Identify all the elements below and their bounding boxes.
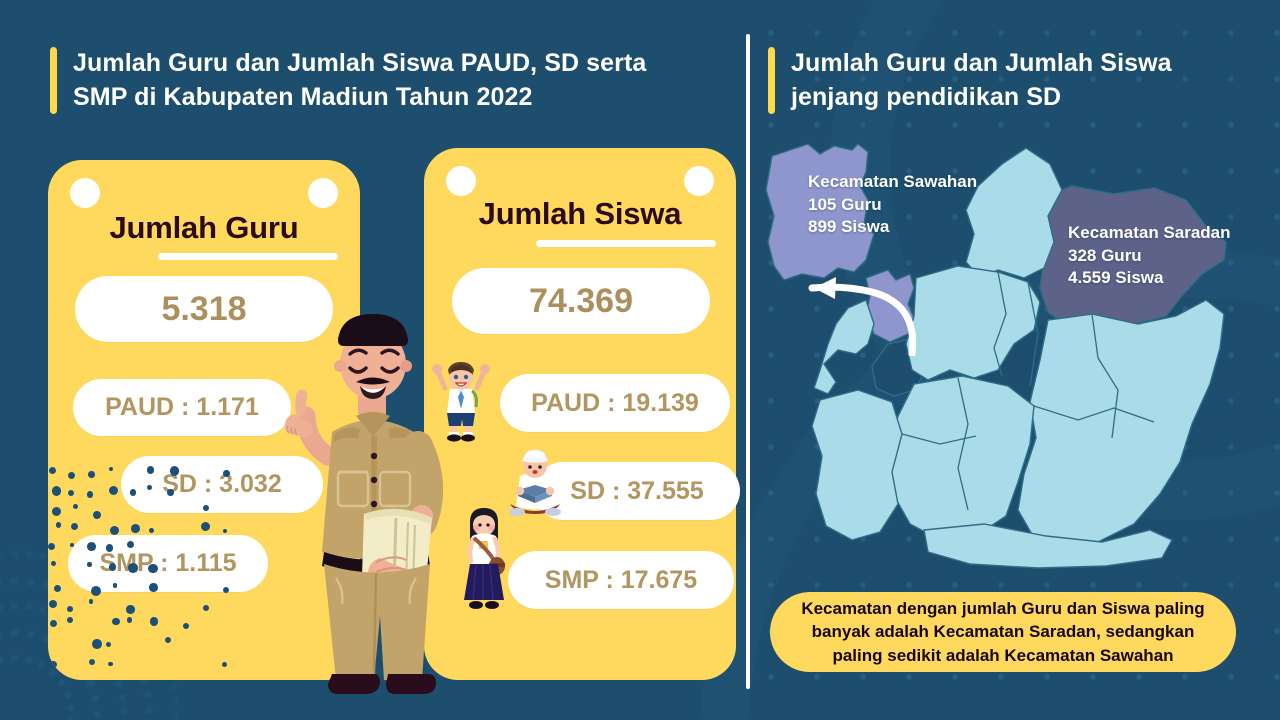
card-punch-hole-right xyxy=(308,178,338,208)
right-title-text: Jumlah Guru dan Jumlah Siswa jenjang pen… xyxy=(791,49,1172,111)
right-panel-title: Jumlah Guru dan Jumlah Siswa jenjang pen… xyxy=(768,47,1238,114)
map-district xyxy=(1033,185,1227,327)
map-district xyxy=(811,389,903,541)
map-label-sawahan: Kecamatan Sawahan 105 Guru 899 Siswa xyxy=(808,172,978,237)
map-district-boundary xyxy=(901,433,977,445)
guru-smp-value: SMP : 1.115 xyxy=(68,535,268,592)
title-accent-bar xyxy=(50,47,57,114)
map-district-boundary xyxy=(1091,313,1119,439)
left-panel-title: Jumlah Guru dan Jumlah Siswa PAUD, SD se… xyxy=(50,47,710,114)
map-district xyxy=(887,375,1035,541)
student-boy-cheering-illustration xyxy=(432,362,490,442)
map-district-boundary xyxy=(1033,405,1155,423)
map-svg xyxy=(765,143,1227,569)
siswa-smp-value: SMP : 17.675 xyxy=(508,551,734,609)
map-district-boundary xyxy=(957,377,969,511)
student-girl-illustration xyxy=(464,508,505,609)
card-title-siswa: Jumlah Siswa xyxy=(478,196,682,231)
arrow-pointer-icon xyxy=(808,277,917,356)
guru-sd-value: SD : 3.032 xyxy=(121,456,323,513)
guru-paud-value: PAUD : 1.171 xyxy=(73,379,291,436)
teacher-illustration xyxy=(284,314,444,694)
card-title-underline xyxy=(158,253,338,260)
madiun-regency-map xyxy=(762,138,1262,570)
map-label-saradan: Kecamatan Saradan 328 Guru 4.559 Siswa xyxy=(1068,223,1231,288)
card-punch-hole-left xyxy=(70,178,100,208)
guru-total-value: 5.318 xyxy=(75,276,333,342)
map-district-boundary xyxy=(1027,281,1039,387)
card-punch-hole-right xyxy=(684,166,714,196)
card-title-guru: Jumlah Guru xyxy=(109,210,299,245)
map-district xyxy=(765,143,875,281)
title-accent-bar xyxy=(768,47,775,114)
card-punch-hole-left xyxy=(446,166,476,196)
map-district xyxy=(1017,299,1225,551)
map-district xyxy=(905,265,1041,381)
siswa-paud-value: PAUD : 19.139 xyxy=(500,374,730,432)
siswa-sd-value: SD : 37.555 xyxy=(534,462,740,520)
siswa-total-value: 74.369 xyxy=(452,268,710,334)
panel-divider xyxy=(746,34,750,689)
left-title-text: Jumlah Guru dan Jumlah Siswa PAUD, SD se… xyxy=(73,49,647,111)
map-district xyxy=(965,147,1063,279)
map-summary-note-text: Kecamatan dengan jumlah Guru dan Siswa p… xyxy=(801,599,1205,665)
map-district xyxy=(813,299,875,395)
card-title-underline xyxy=(536,240,716,247)
map-district xyxy=(923,523,1173,569)
student-boy-reading-illustration xyxy=(509,449,561,516)
stat-card-guru: Jumlah Guru 5.318 PAUD : 1.171 SD : 3.03… xyxy=(48,160,360,680)
map-district-boundary xyxy=(993,271,1007,377)
map-summary-note: Kecamatan dengan jumlah Guru dan Siswa p… xyxy=(770,592,1236,672)
